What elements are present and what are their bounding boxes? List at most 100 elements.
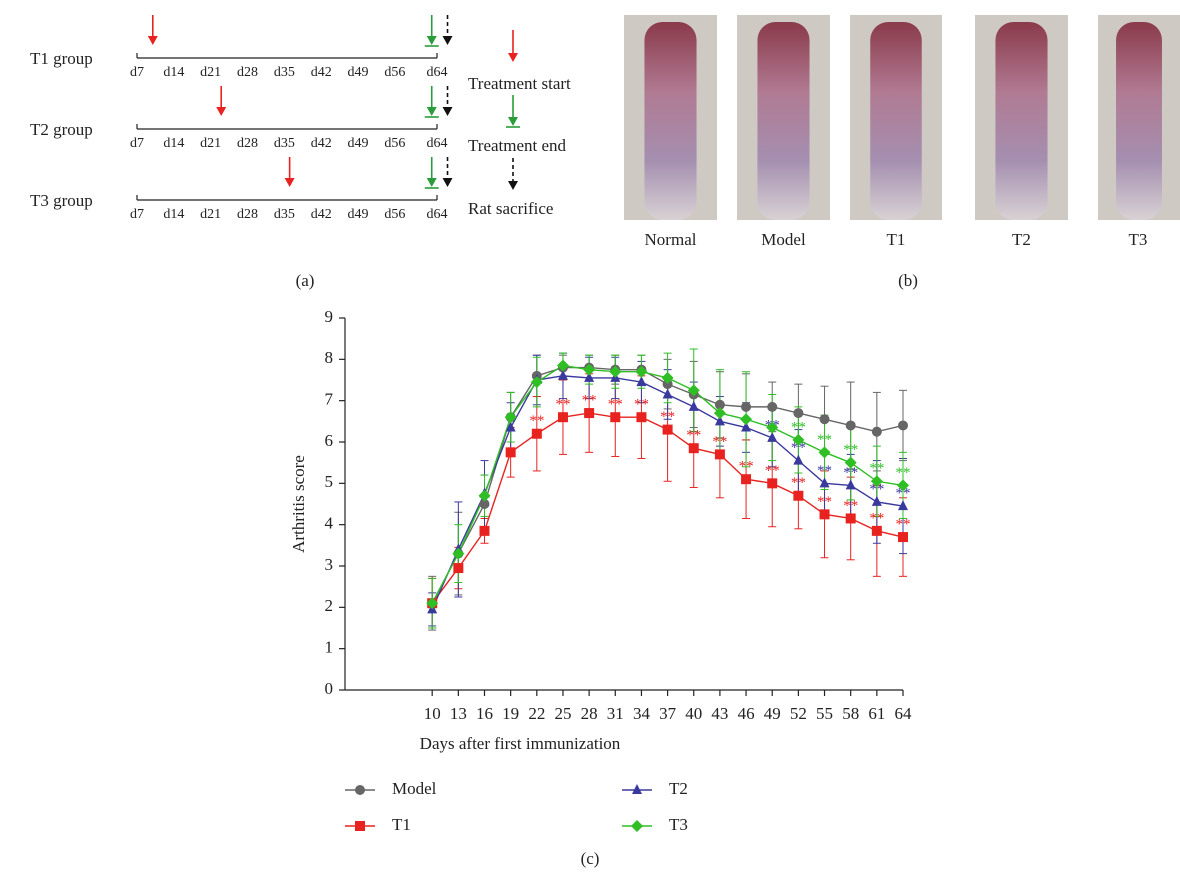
panel-label: (a)	[296, 271, 315, 290]
marker	[819, 446, 831, 458]
timeline-tick-label: d56	[384, 207, 405, 222]
photo-label: T2	[1012, 230, 1031, 249]
marker	[663, 425, 673, 435]
marker	[715, 449, 725, 459]
start-arrow-head	[148, 36, 158, 45]
y-tick-label: 2	[325, 596, 334, 615]
marker	[820, 414, 830, 424]
timeline-tick-label: d28	[237, 65, 258, 80]
end-arrow-head	[427, 107, 437, 116]
marker	[740, 413, 752, 425]
x-tick-label: 40	[685, 704, 702, 723]
timeline-tick-label: d14	[163, 65, 184, 80]
x-tick-label: 37	[659, 704, 677, 723]
y-tick-label: 5	[325, 472, 334, 491]
timeline-tick-label: d42	[311, 207, 332, 222]
marker	[558, 412, 568, 422]
figure: (a) (b) (c) Treatment start Treatment en…	[0, 0, 1180, 875]
x-tick-label: 49	[764, 704, 781, 723]
legend-start-arrow-head	[508, 53, 518, 62]
photo-label: Normal	[645, 230, 697, 249]
timeline-tick-label: d35	[274, 65, 295, 80]
significance: **	[686, 428, 701, 444]
timeline-tick-label: d35	[274, 136, 295, 151]
significance: **	[843, 442, 858, 458]
marker	[532, 429, 542, 439]
x-tick-label: 13	[450, 704, 467, 723]
marker	[846, 513, 856, 523]
y-tick-label: 8	[325, 348, 334, 367]
x-tick-label: 25	[554, 704, 571, 723]
timeline-tick-label: d49	[348, 207, 369, 222]
significance: **	[582, 393, 597, 409]
significance: **	[817, 432, 832, 448]
significance: **	[529, 413, 544, 429]
y-tick-label: 9	[325, 307, 334, 326]
marker	[820, 509, 830, 519]
sacrifice-arrow-head	[443, 178, 453, 187]
marker	[872, 496, 882, 506]
marker	[741, 402, 751, 412]
timeline-tick-label: d56	[384, 136, 405, 151]
end-arrow-head	[427, 178, 437, 187]
timeline-tick-label: d28	[237, 136, 258, 151]
timeline-tick-label: d49	[348, 136, 369, 151]
y-tick-label: 7	[325, 390, 334, 409]
x-tick-label: 43	[711, 704, 728, 723]
marker	[741, 474, 751, 484]
sacrifice-arrow-head	[443, 107, 453, 116]
y-tick-label: 1	[325, 638, 334, 657]
timeline-tick-label: d21	[200, 65, 221, 80]
timeline-tick-label: d7	[130, 207, 144, 222]
timeline-tick-label: d64	[427, 207, 448, 222]
panel-label: (b)	[898, 271, 918, 290]
legend-label: T2	[669, 779, 688, 798]
marker	[767, 478, 777, 488]
timeline-tick-label: d42	[311, 136, 332, 151]
marker	[793, 455, 803, 465]
legend-label: T3	[669, 815, 688, 834]
x-axis-label: Days after first immunization	[420, 734, 621, 753]
x-tick-label: 46	[738, 704, 755, 723]
group-label: T3 group	[30, 191, 93, 210]
timeline-tick-label: d21	[200, 207, 221, 222]
timeline-tick-label: d21	[200, 136, 221, 151]
y-tick-label: 4	[325, 514, 334, 533]
significance: **	[896, 465, 911, 481]
timeline-tick-label: d14	[163, 207, 184, 222]
x-tick-label: 61	[868, 704, 885, 723]
marker	[610, 412, 620, 422]
photo-paw	[757, 22, 809, 220]
x-tick-label: 19	[502, 704, 519, 723]
significance: **	[739, 459, 754, 475]
significance: **	[817, 494, 832, 510]
timeline-legend: Treatment start	[468, 74, 571, 93]
x-tick-label: 34	[633, 704, 651, 723]
marker	[584, 408, 594, 418]
marker	[846, 479, 856, 489]
marker	[793, 491, 803, 501]
marker	[898, 420, 908, 430]
significance: **	[634, 397, 649, 413]
marker	[453, 563, 463, 573]
significance: **	[896, 517, 911, 533]
marker	[793, 408, 803, 418]
start-arrow-head	[216, 107, 226, 116]
timeline-tick-label: d64	[427, 65, 448, 80]
x-tick-label: 64	[895, 704, 913, 723]
legend-sacrifice-arrow-head	[508, 181, 518, 190]
significance: **	[817, 463, 832, 479]
timeline-legend: Rat sacrifice	[468, 199, 553, 218]
marker	[480, 526, 490, 536]
marker	[506, 447, 516, 457]
photo-label: T3	[1129, 230, 1148, 249]
marker	[898, 532, 908, 542]
y-tick-label: 0	[325, 679, 334, 698]
marker	[636, 412, 646, 422]
marker	[820, 477, 830, 487]
end-arrow-head	[427, 36, 437, 45]
photo-paw	[1116, 22, 1162, 220]
y-axis-label: Arthritis score	[289, 455, 308, 553]
x-tick-label: 28	[581, 704, 598, 723]
marker	[689, 443, 699, 453]
